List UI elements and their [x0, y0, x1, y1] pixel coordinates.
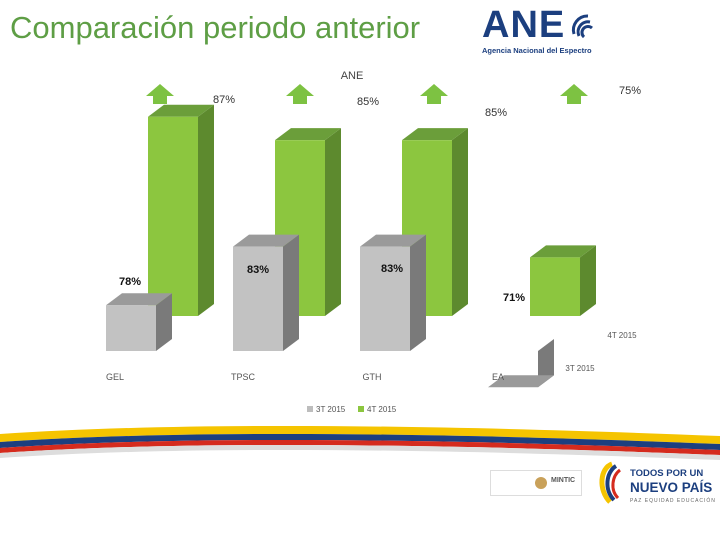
legend-swatch-4t [358, 406, 364, 412]
chart-title: ANE [341, 70, 364, 82]
trend-up-arrow-icon [420, 84, 448, 104]
data-label-3t: 83% [247, 264, 269, 276]
legend-label-4t: 4T 2015 [367, 405, 397, 414]
slide-title: Comparación periodo anterior [10, 10, 421, 45]
category-label: TPSC [231, 372, 256, 382]
signal-waves-icon [571, 14, 593, 39]
ane-logo-subtitle: Agencia Nacional del Espectro [482, 46, 592, 55]
mintic-logo: MINTIC [490, 470, 582, 496]
ane-logo-text: ANE [482, 4, 566, 46]
series-label-4t: 4T 2015 [607, 331, 637, 340]
data-label-4t: 85% [485, 107, 507, 119]
bar-4t-ea [530, 245, 596, 316]
data-label-4t: 85% [357, 96, 379, 108]
data-label-4t: 87% [213, 94, 235, 106]
bar-4t-tpsc [275, 128, 341, 316]
data-label-3t: 83% [381, 263, 403, 275]
bar-3t-ea [488, 339, 554, 388]
bar-3t-tpsc [233, 234, 299, 351]
bar-3t-gel [106, 293, 172, 351]
nuevo-pais-emblem-icon [599, 461, 622, 504]
mintic-label: MINTIC [551, 477, 576, 484]
category-label: EA [492, 372, 504, 382]
slogan-line1: TODOS POR UN [630, 468, 704, 479]
trend-up-arrow-icon [560, 84, 588, 104]
legend-label-3t: 3T 2015 [316, 405, 346, 414]
data-label-4t: 75% [619, 85, 641, 97]
slogan-line3: PAZ EQUIDAD EDUCACIÓN [630, 498, 716, 504]
slogan-line2: NUEVO PAÍS [630, 480, 713, 495]
bar-3t-gth [360, 234, 426, 351]
ane-logo: ANE Agencia Nacional del Espectro [476, 4, 616, 58]
nuevo-pais-logo: TODOS POR UN NUEVO PAÍS PAZ EQUIDAD EDUC… [596, 458, 716, 510]
data-label-3t: 78% [119, 276, 141, 288]
trend-up-arrow-icon [146, 84, 174, 104]
category-label: GTH [363, 372, 382, 382]
legend-swatch-3t [307, 406, 313, 412]
bar-4t-gel [148, 104, 214, 316]
comparison-chart: 87% 85% 85% 75% 78% 83% 83% 71% ANE GEL TPSC GTH EA 4… [106, 70, 641, 414]
seal-icon [535, 477, 547, 489]
data-label-3t: 71% [503, 292, 525, 304]
series-label-3t: 3T 2015 [565, 364, 595, 373]
flag-stripes [0, 425, 720, 460]
category-label: GEL [106, 372, 124, 382]
trend-up-arrow-icon [286, 84, 314, 104]
